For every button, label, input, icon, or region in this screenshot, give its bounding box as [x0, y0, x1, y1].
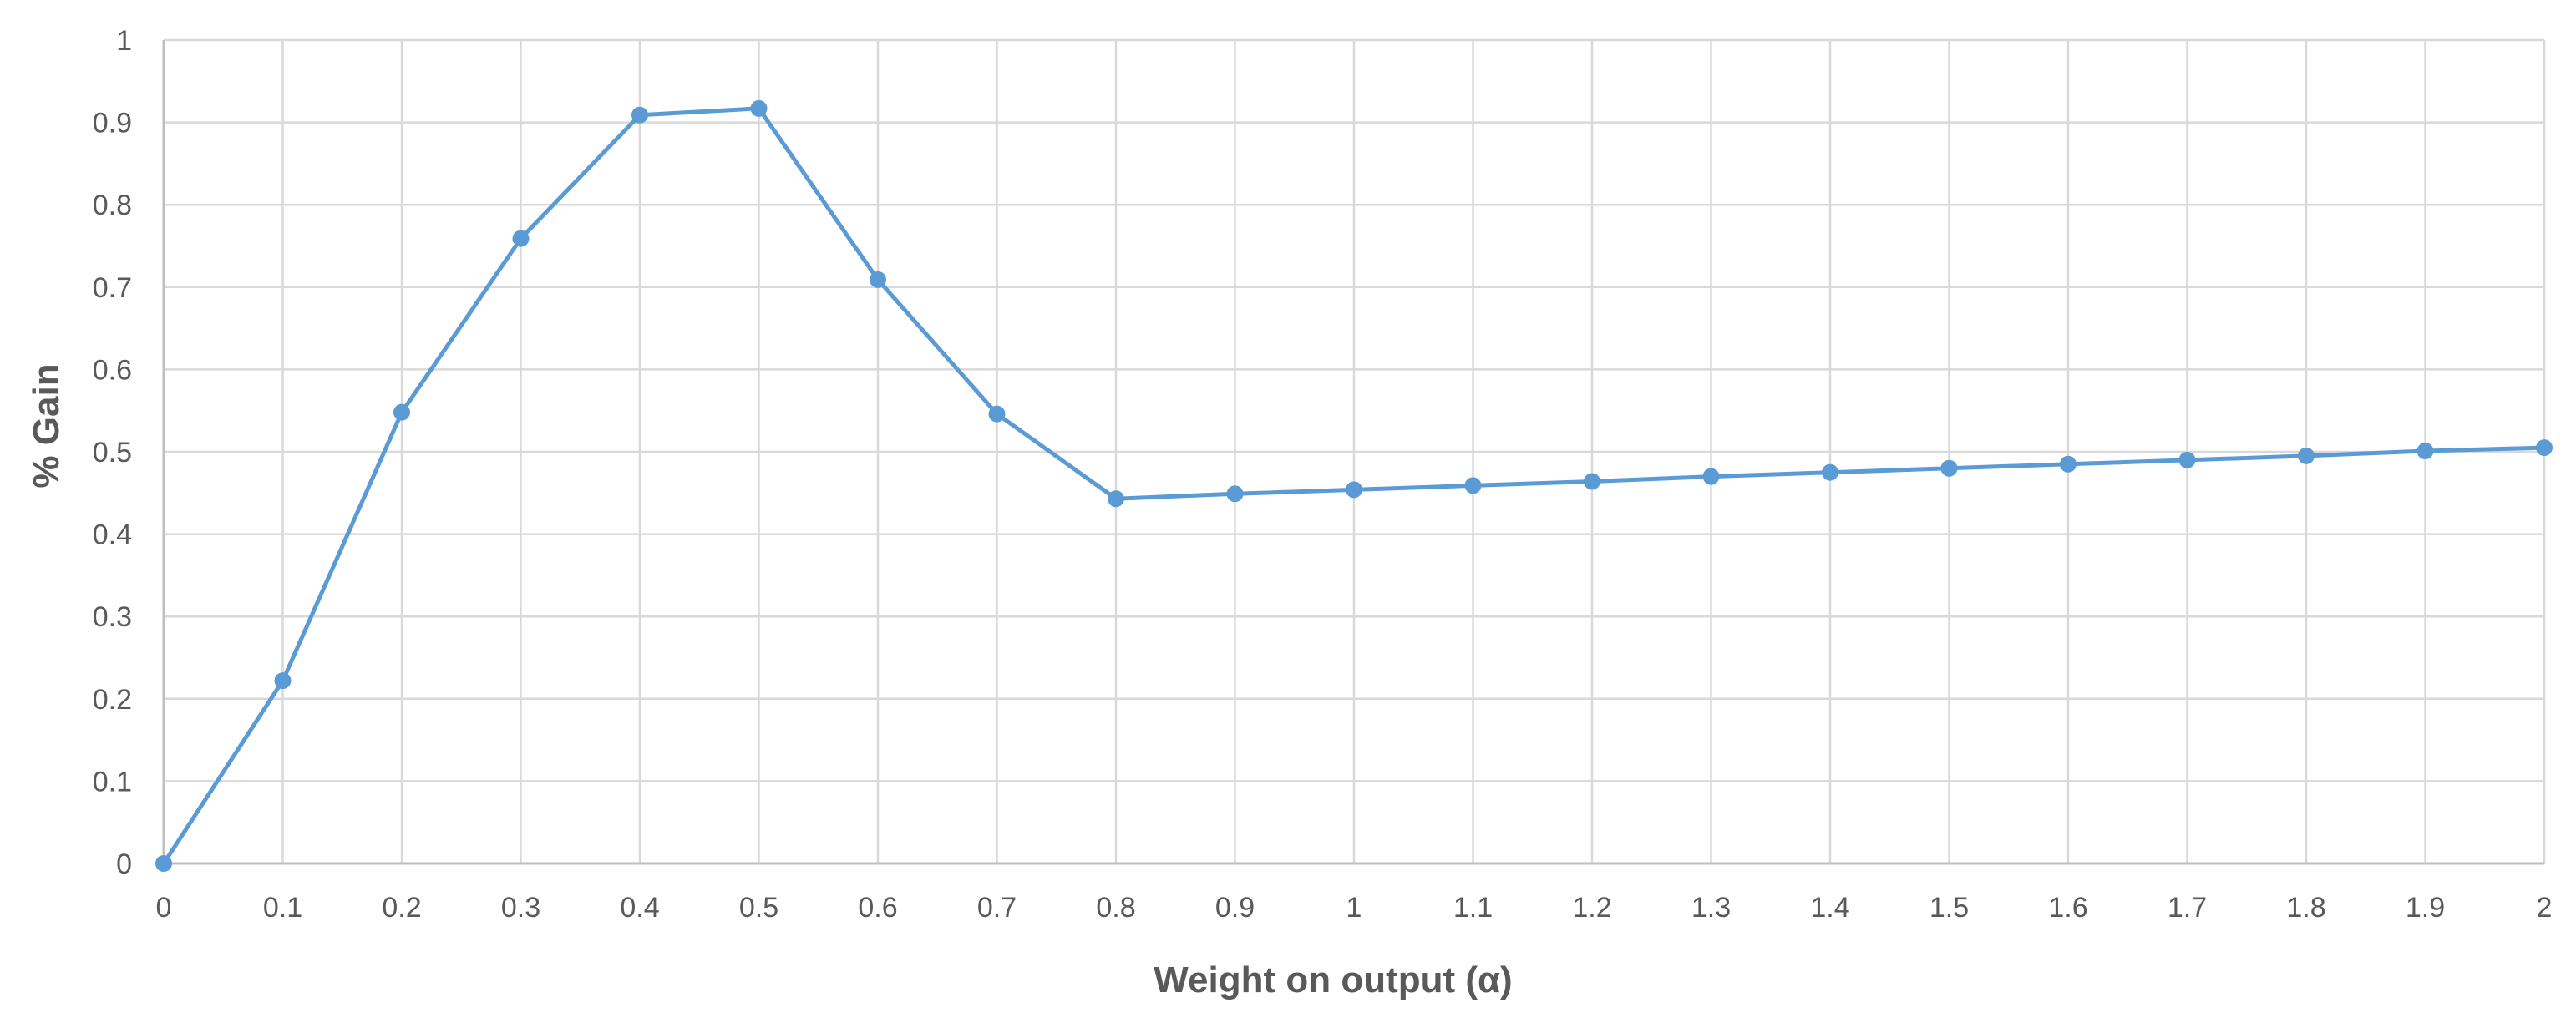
y-tick-label: 0.5	[93, 437, 132, 468]
x-tick-label: 0.1	[263, 892, 302, 924]
x-tick-label: 0.8	[1096, 892, 1135, 924]
data-point	[750, 99, 768, 117]
data-point	[512, 230, 530, 247]
x-tick-label: 1.6	[2048, 892, 2087, 924]
x-tick-label: 0.2	[382, 892, 421, 924]
data-point	[1346, 481, 1362, 499]
data-point	[155, 855, 172, 872]
y-tick-label: 0.9	[93, 108, 132, 139]
y-tick-label: 0.4	[93, 519, 132, 551]
x-tick-label: 1.8	[2286, 892, 2325, 924]
x-tick-label: 0	[156, 892, 172, 924]
data-point	[1226, 485, 1244, 503]
x-tick-label: 1.3	[1691, 892, 1731, 924]
data-point	[2178, 451, 2196, 468]
x-tick-label: 1.1	[1453, 892, 1493, 924]
y-axis-title: % Gain	[26, 363, 67, 488]
x-tick-label: 2	[2537, 892, 2553, 924]
x-tick-label: 0.9	[1215, 892, 1255, 924]
x-tick-label: 1.5	[1929, 892, 1969, 924]
y-tick-label: 0.2	[93, 684, 132, 716]
axes	[162, 40, 2544, 865]
y-tick-label: 0.7	[93, 272, 132, 304]
y-tick-label: 0.3	[93, 601, 132, 633]
y-tick-label: 0.1	[93, 766, 132, 798]
data-point	[2060, 455, 2077, 473]
data-point	[2416, 443, 2434, 460]
x-tick-label: 0.6	[858, 892, 897, 924]
data-point	[1822, 463, 1838, 481]
x-tick-label: 0.4	[620, 892, 659, 924]
x-tick-label: 1.4	[1810, 892, 1849, 924]
data-point	[1108, 490, 1124, 508]
tick-labels: 0 0.1 0.2 0.3 0.4 0.5 0.6 0.7 0.8 0.9 1 0 0.1 0.2 0.3 0…	[93, 25, 2553, 924]
data-point	[1464, 477, 1482, 494]
y-tick-label: 0.8	[93, 190, 132, 221]
x-tick-label: 0.3	[501, 892, 540, 924]
data-point	[870, 271, 886, 288]
x-axis-title: Weight on output (α)	[1154, 960, 1512, 1000]
x-tick-label: 1.9	[2406, 892, 2445, 924]
data-point	[1940, 459, 1958, 477]
x-tick-label: 0.5	[739, 892, 778, 924]
data-point	[2536, 439, 2553, 457]
y-tick-label: 1	[116, 25, 132, 57]
data-point	[988, 405, 1006, 423]
data-point	[1584, 473, 1600, 490]
y-tick-label: 0	[116, 848, 132, 880]
data-point	[393, 403, 410, 421]
y-tick-label: 0.6	[93, 354, 132, 386]
x-tick-label: 1	[1346, 892, 1362, 924]
x-tick-label: 1.7	[2168, 892, 2207, 924]
gridlines	[162, 38, 2546, 864]
data-point	[1702, 468, 1720, 485]
data-point	[274, 672, 292, 690]
data-points	[155, 99, 2553, 872]
data-point	[631, 106, 648, 124]
x-tick-label: 1.2	[1572, 892, 1611, 924]
data-point	[2298, 447, 2315, 464]
x-tick-label: 0.7	[977, 892, 1017, 924]
